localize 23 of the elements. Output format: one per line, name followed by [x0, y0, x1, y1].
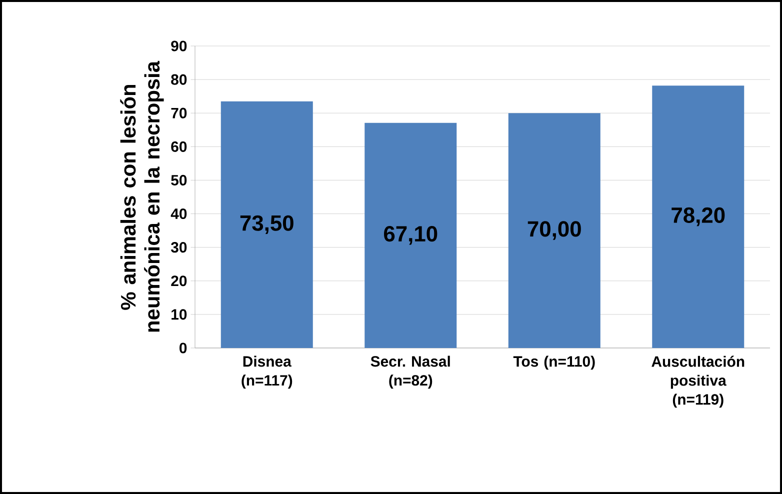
y-tick-label: 50	[171, 174, 187, 186]
y-tick-label: 80	[171, 74, 187, 85]
x-tick-label: Auscultación positiva (n=119)	[652, 356, 744, 408]
data-label: 67,10	[384, 226, 438, 245]
data-label: 73,50	[240, 215, 294, 234]
y-tick-label: 70	[171, 108, 187, 118]
bar	[364, 122, 457, 348]
x-tick-label: Secr. Nasal (n=82)	[370, 356, 450, 389]
bar	[508, 113, 600, 348]
y-tick-label: 90	[171, 40, 187, 52]
y-tick-label: 60	[171, 141, 187, 152]
data-label: 78,20	[672, 207, 725, 226]
bar	[220, 101, 313, 348]
y-tick-label: 20	[171, 276, 187, 286]
x-tick-label: Disnea (n=117)	[242, 356, 292, 389]
y-axis-title: % animales con lesión neumónica en la necropsia	[120, 60, 164, 332]
y-tick-label: 30	[170, 242, 187, 253]
bar	[652, 86, 744, 348]
x-tick-label: Tos (n=110)	[513, 356, 595, 370]
y-tick-label: 0	[180, 342, 187, 354]
y-tick-label: 40	[170, 208, 187, 220]
y-tick-label: 10	[172, 309, 187, 320]
data-label: 70,00	[528, 221, 581, 240]
